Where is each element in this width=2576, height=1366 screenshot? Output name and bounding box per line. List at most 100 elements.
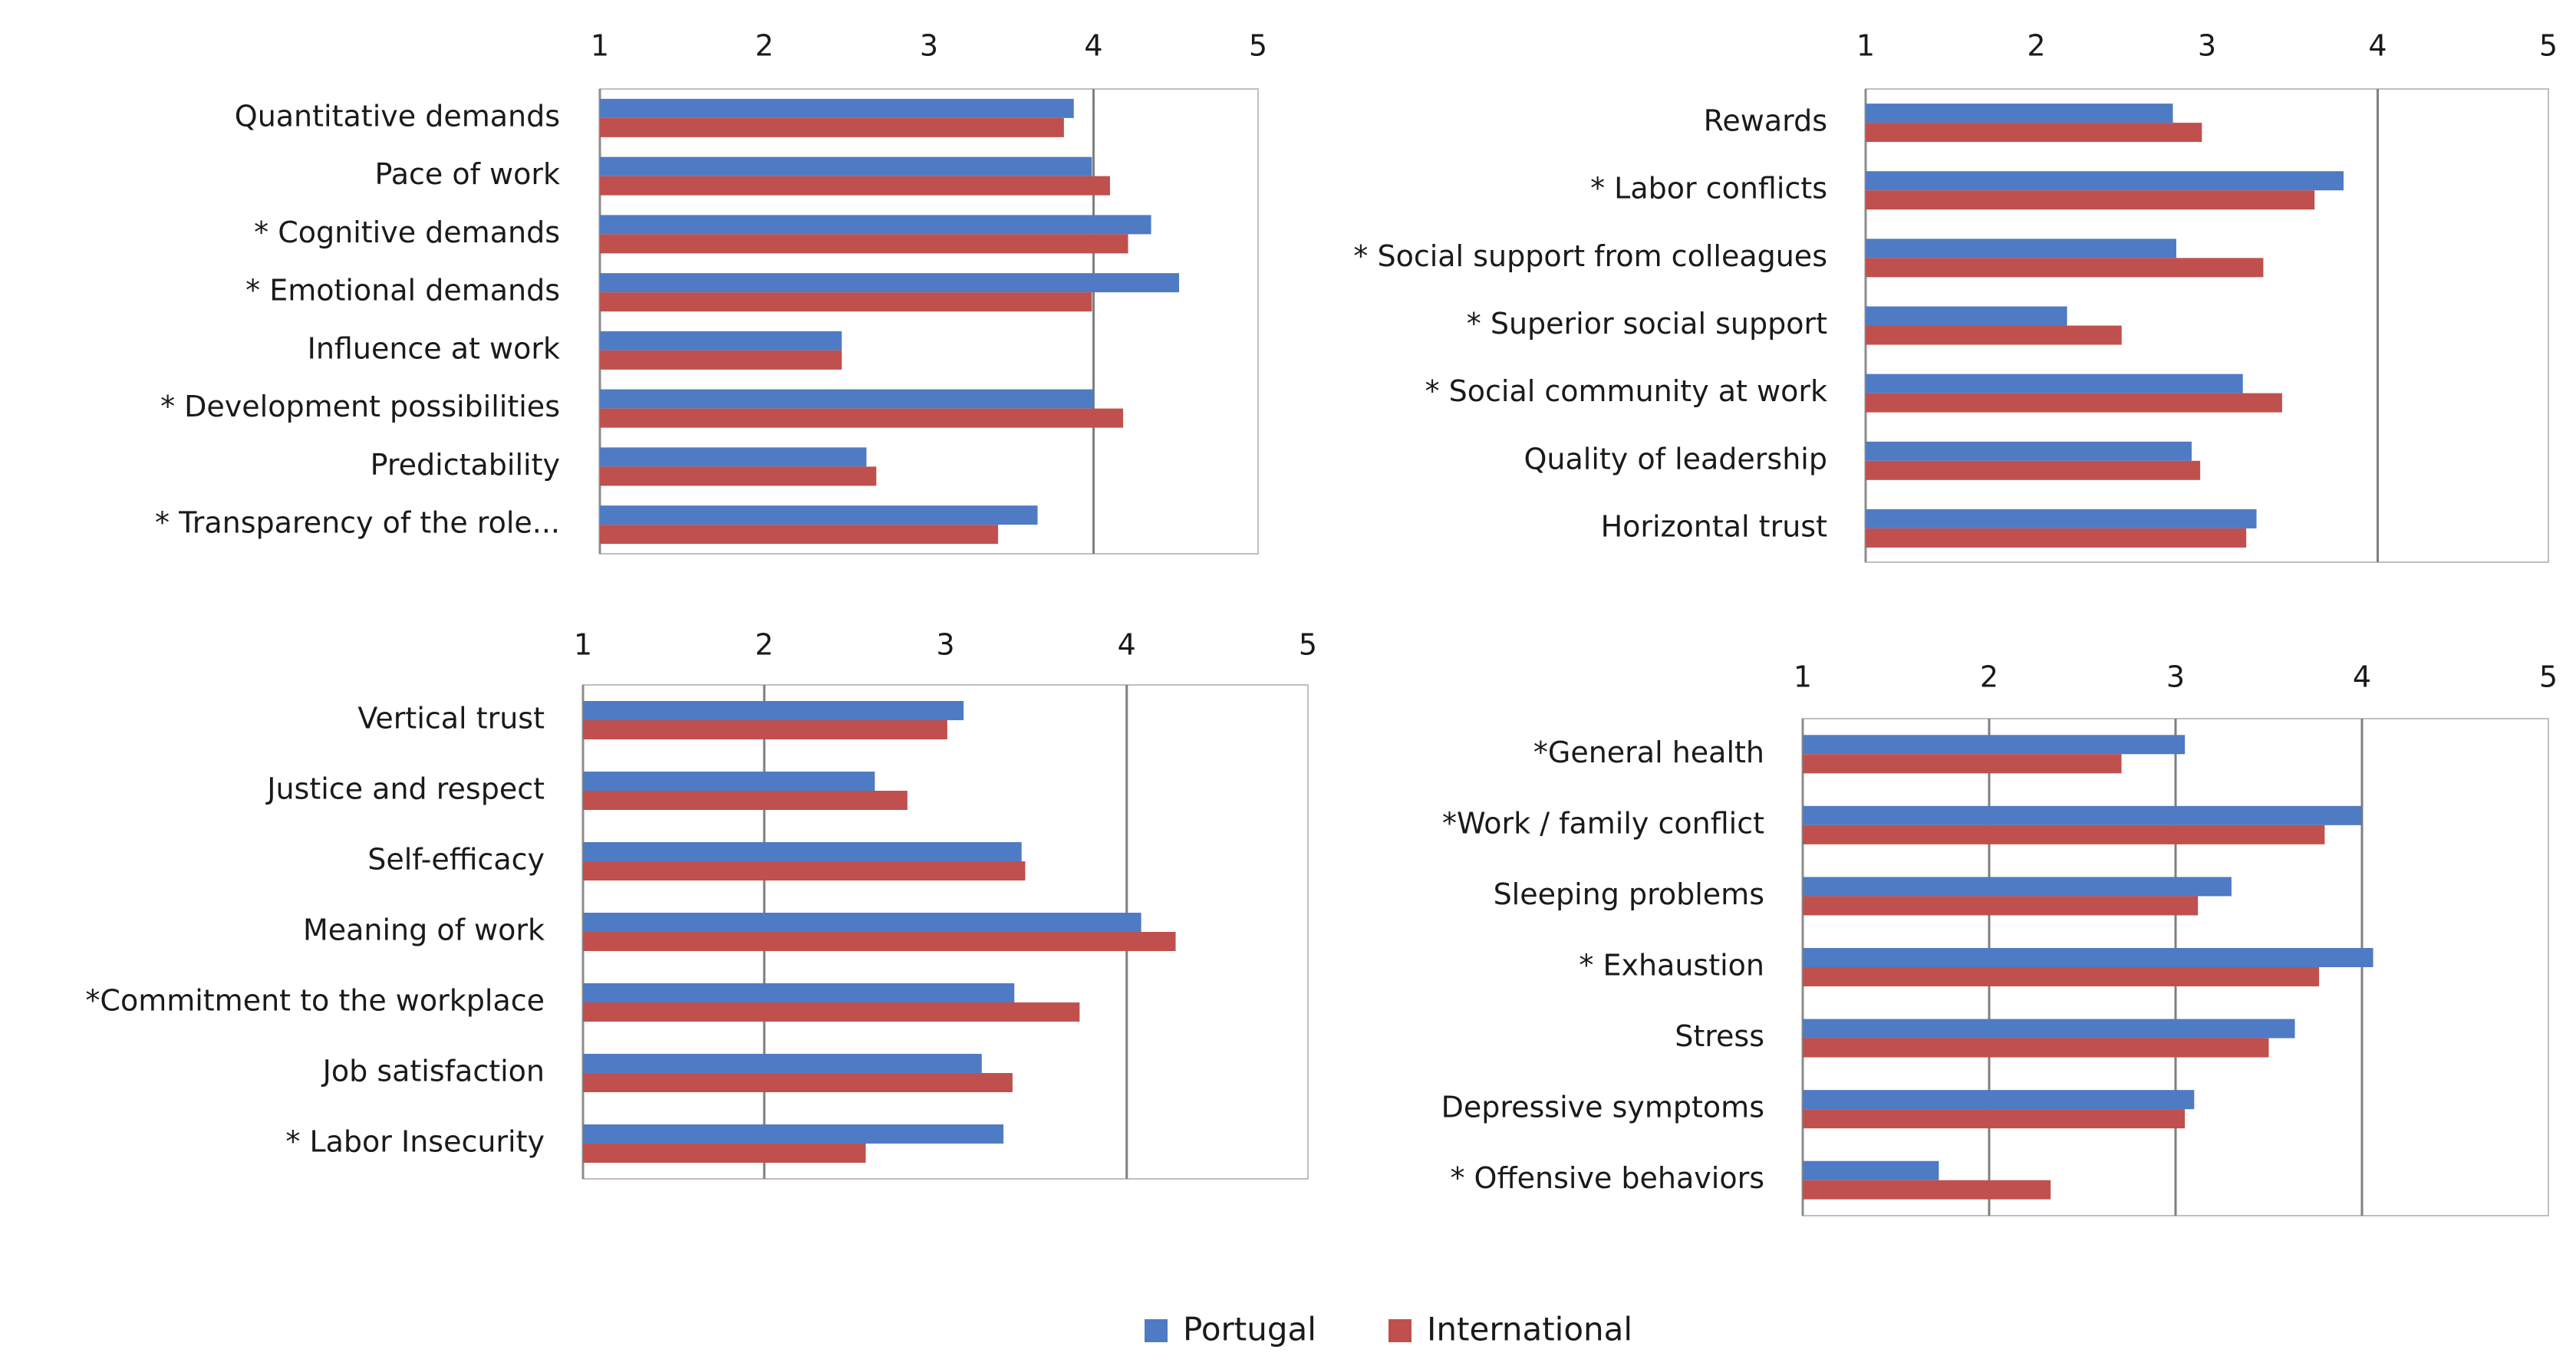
bar-international [1803, 967, 2320, 986]
bar-international [600, 350, 842, 370]
legend-swatch [1145, 1319, 1168, 1342]
bar-international [583, 1144, 866, 1163]
bar-portugal [1866, 441, 2192, 461]
bar-international [600, 176, 1110, 196]
bar-international [1803, 825, 2325, 844]
bar-portugal [600, 389, 1094, 409]
bar-international [583, 720, 947, 739]
bar-portugal [1866, 374, 2243, 393]
category-label: Quality of leadership [1524, 442, 1827, 476]
bar-portugal [1803, 1160, 1939, 1180]
category-label: Predictability [371, 448, 560, 482]
x-tick-label: 2 [1980, 660, 1998, 694]
legend-swatch [1388, 1319, 1412, 1342]
category-label: Quantitative demands [235, 99, 560, 133]
category-label: * Labor conflicts [1590, 172, 1827, 206]
category-label: Vertical trust [357, 702, 545, 736]
bar-portugal [1803, 948, 2373, 967]
bar-portugal [583, 701, 964, 720]
x-tick-label: 3 [2166, 660, 2185, 694]
bar-portugal [1866, 509, 2257, 528]
category-label: * Transparency of the role... [155, 506, 560, 540]
category-label: * Emotional demands [245, 274, 560, 308]
bar-portugal [583, 1124, 1004, 1144]
category-label: Rewards [1704, 104, 1827, 138]
category-label: Pace of work [374, 157, 560, 191]
category-label: Justice and respect [265, 772, 545, 806]
bar-portugal [1866, 104, 2173, 123]
bar-portugal [1803, 735, 2186, 755]
x-tick-label: 4 [2353, 660, 2371, 694]
x-tick-label: 2 [755, 29, 773, 63]
bar-international [1866, 325, 2122, 345]
bar-international [583, 932, 1176, 951]
bar-international [600, 292, 1092, 312]
category-label: Job satisfaction [321, 1055, 545, 1088]
bar-international [1866, 190, 2315, 210]
bar-portugal [600, 98, 1074, 118]
bar-portugal [600, 156, 1092, 176]
x-tick-label: 5 [2539, 660, 2558, 694]
bar-international [1866, 393, 2282, 413]
x-tick-label: 5 [2539, 29, 2558, 63]
chart-panel-1: 1 2 3 4 5 Quantitative demands Pace of work * C… [155, 29, 1267, 555]
bar-international [1803, 896, 2199, 916]
chart-panel-4: 1 2 3 4 5 *General health *Work / family confl… [1441, 660, 2558, 1216]
category-label: *General health [1533, 736, 1764, 769]
bar-international [583, 791, 908, 810]
category-label: * Social support from colleagues [1353, 239, 1827, 273]
x-tick-label: 2 [755, 628, 773, 662]
bar-international [1866, 123, 2202, 143]
x-tick-label: 1 [574, 628, 592, 662]
category-label: * Cognitive demands [254, 216, 560, 249]
x-tick-label: 5 [1299, 628, 1317, 662]
category-label: Influence at work [308, 331, 560, 365]
category-label: * Labor Insecurity [285, 1125, 545, 1159]
bar-international [583, 1073, 1013, 1092]
bar-international [1803, 1109, 2186, 1129]
bar-international [1866, 460, 2201, 480]
chart-panel-2: 1 2 3 4 5 Rewards * Labor conflicts * Social su… [1353, 29, 2558, 563]
bar-portugal [1866, 239, 2176, 258]
bar-international [600, 117, 1064, 137]
x-tick-label: 1 [1856, 29, 1875, 63]
x-tick-label: 2 [2027, 29, 2045, 63]
legend-label: International [1427, 1311, 1632, 1348]
category-label: Horizontal trust [1601, 509, 1827, 543]
bar-international [1803, 1180, 2051, 1200]
bar-portugal [1866, 306, 2067, 326]
category-label: *Commitment to the workplace [85, 984, 545, 1018]
bar-portugal [1866, 171, 2344, 191]
category-label: Stress [1675, 1019, 1764, 1053]
bar-portugal [600, 331, 842, 351]
category-label: * Development possibilities [160, 390, 560, 423]
bar-portugal [600, 447, 867, 467]
category-label: Sleeping problems [1494, 877, 1764, 911]
category-label: Self-efficacy [367, 843, 545, 877]
chart-panel-3: 1 2 3 4 5 Vertical trust Justice and respect Se… [85, 628, 1317, 1180]
bar-international [583, 861, 1026, 880]
bar-international [583, 1002, 1080, 1022]
x-tick-label: 4 [1118, 628, 1136, 662]
bar-portugal [600, 215, 1151, 235]
bar-portugal [583, 842, 1022, 861]
bar-international [600, 525, 999, 545]
x-tick-label: 5 [1249, 29, 1267, 63]
bar-portugal [600, 505, 1038, 525]
bar-portugal [1803, 805, 2362, 825]
category-label: *Work / family conflict [1442, 806, 1764, 840]
category-label: Meaning of work [303, 913, 545, 947]
bar-international [1866, 258, 2264, 278]
x-tick-label: 4 [2368, 29, 2387, 63]
x-tick-label: 3 [2198, 29, 2216, 63]
category-label: * Offensive behaviors [1450, 1161, 1764, 1195]
bar-portugal [583, 772, 875, 791]
x-tick-label: 4 [1084, 29, 1102, 63]
bar-portugal [583, 1054, 982, 1073]
x-tick-label: 1 [1794, 660, 1812, 694]
x-tick-label: 3 [920, 29, 938, 63]
bar-international [1803, 754, 2122, 774]
bar-portugal [1803, 1019, 2295, 1038]
bar-portugal [583, 913, 1141, 932]
